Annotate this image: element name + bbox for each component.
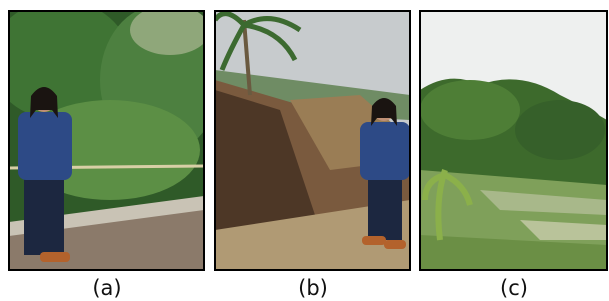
caption: (b)	[298, 276, 328, 300]
caption: (c)	[500, 276, 528, 300]
photo-b	[215, 11, 410, 270]
page: (a) (b) (c) (() => { const data = JSON.p…	[0, 0, 609, 301]
caption: (a)	[92, 276, 121, 300]
photo-c	[420, 11, 607, 270]
photo-a	[0, 0, 220, 270]
figure: (a) (b) (c)	[0, 0, 609, 301]
